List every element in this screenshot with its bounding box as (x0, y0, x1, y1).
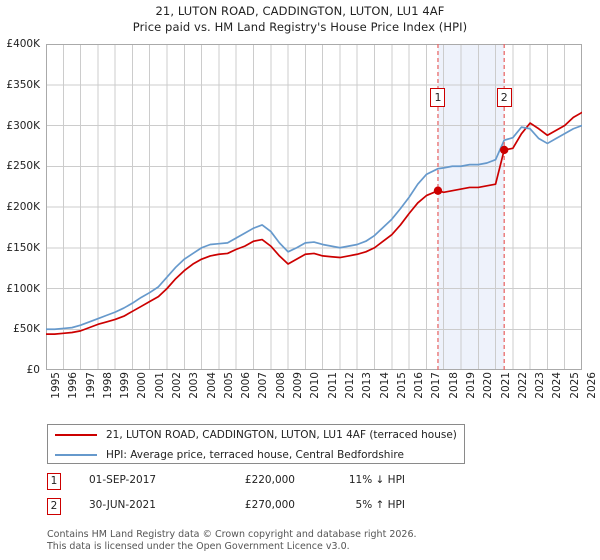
chart-title-block: 21, LUTON ROAD, CADDINGTON, LUTON, LU1 4… (0, 3, 600, 35)
legend-swatch-hpi (55, 454, 97, 456)
x-axis-tick-label: 2008 (274, 372, 287, 399)
footer-licence: This data is licensed under the Open Gov… (47, 540, 350, 552)
page-title: 21, LUTON ROAD, CADDINGTON, LUTON, LU1 4… (155, 4, 445, 18)
y-axis-tick-label: £150K (6, 241, 40, 254)
x-axis-tick-label: 2005 (222, 372, 235, 399)
x-axis-tick-label: 2025 (568, 372, 581, 399)
txn-date: 30-JUN-2021 (89, 499, 156, 511)
x-axis-tick-label: 1995 (50, 372, 62, 399)
x-axis-tick-label: 2001 (153, 372, 166, 399)
x-axis-tick-label: 2018 (447, 372, 460, 399)
x-axis-labels: 1995 1996 1997 1998 1999 2000 2001 2002 2003 2004… (46, 372, 598, 414)
x-axis-tick-label: 2014 (378, 372, 391, 399)
x-axis-tick-label: 2009 (292, 372, 305, 399)
plot-area (46, 44, 582, 370)
txn-marker-badge: 2 (47, 498, 61, 515)
y-axis-tick-label: £200K (6, 201, 40, 213)
x-axis-tick-label: 2004 (205, 372, 218, 399)
footer-copyright: Contains HM Land Registry data © Crown c… (47, 529, 417, 540)
x-axis-tick-label: 2022 (516, 372, 529, 399)
y-axis-tick-label: £50K (13, 323, 40, 336)
x-axis-tick-label: 2016 (413, 372, 426, 399)
txn-date: 01-SEP-2017 (89, 474, 157, 486)
txn-hpi-delta: 5% ↑ HPI (355, 499, 405, 511)
x-axis-tick-label: 2003 (188, 372, 201, 399)
table-row: 2 30-JUN-2021 £270,000 5% ↑ HPI (47, 497, 477, 522)
txn-marker-badge: 1 (47, 473, 61, 490)
property-price-line (46, 111, 582, 335)
x-axis-tick-label: 2023 (534, 372, 547, 399)
legend-label-property: 21, LUTON ROAD, CADDINGTON, LUTON, LU1 4… (106, 429, 457, 441)
x-axis-tick-label: 2021 (499, 372, 512, 399)
legend-swatch-property (55, 434, 97, 436)
sale-marker-flag: 1 (430, 88, 446, 107)
x-axis-tick-label: 2024 (551, 372, 564, 399)
transactions-table: 1 01-SEP-2017 £220,000 11% ↓ HPI 2 30-JU… (47, 472, 477, 522)
y-axis-labels: £0 £50K £100K £150K £200K £250K £300K £350K £400… (0, 38, 44, 376)
txn-price: £220,000 (244, 474, 295, 486)
x-axis-tick-label: 1998 (101, 372, 114, 399)
chart-legend: 21, LUTON ROAD, CADDINGTON, LUTON, LU1 4… (47, 424, 465, 464)
attribution-footer: Contains HM Land Registry data © Crown c… (47, 529, 587, 552)
x-axis-tick-label: 2000 (136, 372, 149, 399)
y-axis-tick-label: £400K (6, 38, 40, 50)
y-axis-tick-label: £250K (6, 160, 40, 173)
x-axis-tick-label: 2019 (464, 372, 477, 399)
x-axis-tick-label: 1997 (84, 372, 97, 399)
hpi-average-line (46, 124, 582, 331)
legend-item-hpi: HPI: Average price, terraced house, Cent… (48, 445, 464, 465)
y-axis-tick-label: £300K (6, 119, 40, 132)
x-axis-tick-label: 2013 (361, 372, 374, 399)
x-axis-tick-label: 1999 (119, 372, 132, 399)
x-axis-tick-label: 2006 (240, 372, 253, 399)
legend-label-hpi: HPI: Average price, terraced house, Cent… (106, 449, 404, 461)
x-axis-tick-label: 2020 (482, 372, 495, 399)
x-axis-tick-label: 2015 (395, 372, 408, 399)
x-axis-tick-label: 2026 (586, 372, 598, 399)
y-axis-tick-label: £350K (6, 78, 40, 91)
txn-hpi-delta: 11% ↓ HPI (348, 474, 405, 486)
x-axis-tick-label: 2012 (343, 372, 356, 399)
x-axis-tick-label: 2011 (326, 372, 339, 399)
sale-point-dot (433, 186, 443, 195)
table-row: 1 01-SEP-2017 £220,000 11% ↓ HPI (47, 472, 477, 497)
page-subtitle: Price paid vs. HM Land Registry's House … (132, 20, 468, 34)
y-axis-tick-label: £100K (6, 282, 40, 295)
y-axis-tick-label: £0 (26, 364, 40, 376)
sale-marker-flag: 2 (496, 88, 512, 107)
x-axis-tick-label: 2007 (257, 372, 270, 399)
legend-item-property: 21, LUTON ROAD, CADDINGTON, LUTON, LU1 4… (48, 425, 464, 445)
x-axis-tick-label: 2010 (309, 372, 322, 399)
x-axis-tick-label: 2017 (430, 372, 443, 399)
sale-point-dot (499, 145, 509, 155)
x-axis-tick-label: 2002 (171, 372, 184, 399)
x-axis-tick-label: 1996 (67, 372, 80, 399)
txn-price: £270,000 (244, 499, 295, 511)
price-line-chart (46, 44, 582, 370)
